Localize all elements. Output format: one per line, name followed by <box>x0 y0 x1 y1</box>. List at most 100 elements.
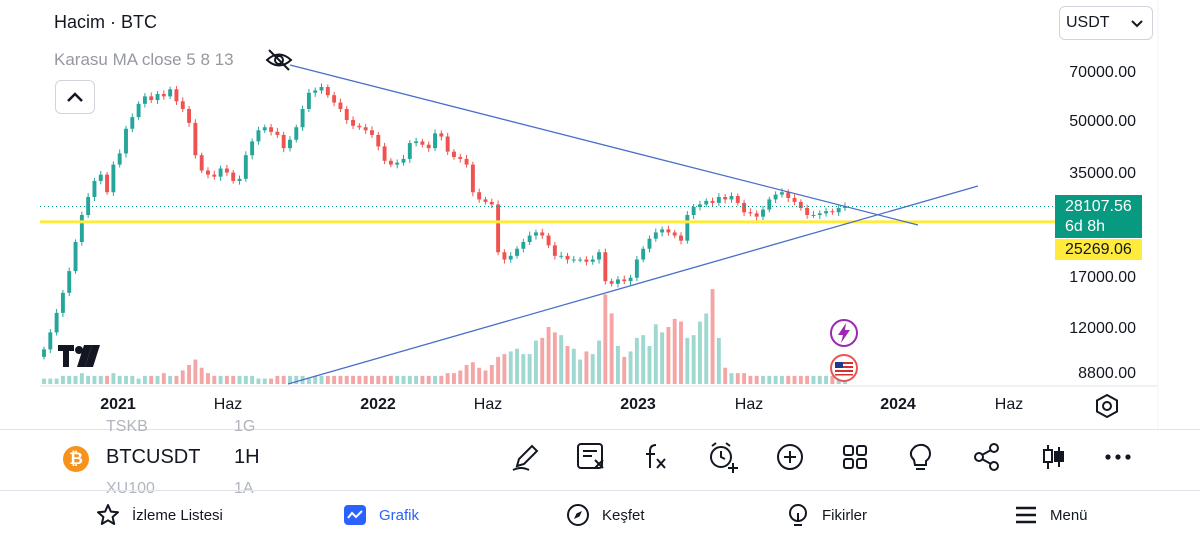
candle-body <box>237 178 242 181</box>
candle-body <box>565 255 570 260</box>
candle-body <box>149 96 154 101</box>
candle-body <box>382 146 387 161</box>
candle-body <box>653 232 658 239</box>
candle-body <box>508 255 513 260</box>
volume-bar <box>105 375 110 384</box>
candle-body <box>256 130 261 142</box>
volume-bar <box>697 321 702 384</box>
timeframe-select[interactable]: 1H <box>234 446 260 468</box>
tab-ideas-label: Fikirler <box>822 506 867 524</box>
volume-bar <box>704 313 709 384</box>
volume-bar <box>426 375 431 384</box>
layout-grid-icon[interactable] <box>838 440 872 474</box>
ideas-bulb-icon[interactable] <box>903 440 937 474</box>
bar-countdown: 6d 8h <box>1065 218 1106 235</box>
candle-body <box>168 89 173 97</box>
volume-bar <box>830 375 835 384</box>
candle-body <box>376 134 381 147</box>
candle-body <box>338 102 343 110</box>
volume-bar <box>571 348 576 384</box>
volume-bar <box>168 375 173 384</box>
candle-body <box>60 292 65 313</box>
add-alert-icon[interactable] <box>706 440 740 474</box>
candle-body <box>477 192 482 200</box>
candle-type-icon[interactable] <box>1036 440 1070 474</box>
chart-settings-hexagon-icon[interactable] <box>1094 393 1120 419</box>
legend-indicator[interactable]: Karasu MA close 5 8 13 <box>54 50 234 69</box>
candle-body <box>729 196 734 200</box>
chart-area[interactable]: Hacim · BTC Karasu MA close 5 8 13 USDT … <box>0 0 1200 430</box>
candle-body <box>742 202 747 213</box>
volume-bar <box>42 378 46 384</box>
candle-body <box>502 252 507 260</box>
tab-ideas[interactable]: Fikirler <box>786 496 867 534</box>
volume-bar <box>370 375 374 384</box>
volume-bar <box>388 375 393 384</box>
candlestick-chart[interactable] <box>0 0 1200 430</box>
hide-indicator-eye-icon[interactable] <box>264 47 294 73</box>
candle-body <box>445 136 450 152</box>
tab-menu-label: Menü <box>1050 506 1088 524</box>
volume-bar <box>767 375 772 384</box>
volume-bar <box>653 324 658 384</box>
candle-body <box>224 168 229 173</box>
last-price-value: 28107.56 <box>1065 198 1132 215</box>
candle-body <box>136 103 141 118</box>
candle-body <box>552 245 557 256</box>
volume-bar <box>597 340 601 384</box>
price-axis-label: 70000.00 <box>1069 64 1136 81</box>
currency-select-value: USDT <box>1066 14 1110 31</box>
candle-body <box>710 200 715 203</box>
candle-body <box>98 174 103 181</box>
candle-body <box>805 208 810 215</box>
volume-bar <box>79 373 84 384</box>
candle-body <box>609 281 614 284</box>
indicator-template-icon[interactable] <box>574 440 608 474</box>
volume-bar <box>243 375 248 384</box>
tab-chart[interactable]: Grafik <box>343 496 419 534</box>
timeframe-scroll-ghost: 1A <box>234 480 254 497</box>
candle-body <box>193 122 198 156</box>
volume-bar <box>729 373 734 384</box>
time-axis-label: 2021 <box>100 396 136 413</box>
currency-select[interactable]: USDT <box>1059 6 1153 40</box>
volume-bar <box>761 375 765 384</box>
collapse-legend-button[interactable] <box>55 80 95 114</box>
candle-body <box>515 248 519 256</box>
candle-body <box>773 194 778 200</box>
volume-bar <box>628 351 633 384</box>
candle-body <box>483 199 488 202</box>
volume-bar <box>723 367 728 384</box>
symbol-scroll-ghost: TSKB <box>106 418 148 435</box>
candle-body <box>73 242 78 272</box>
draw-pen-icon[interactable] <box>509 440 543 474</box>
candle-body <box>92 180 97 197</box>
volume-bar <box>786 375 791 384</box>
event-lightning-icon[interactable] <box>829 318 859 348</box>
more-icon[interactable] <box>1101 440 1135 474</box>
candle-body <box>723 196 728 200</box>
candle-body <box>452 151 456 158</box>
volume-bar <box>710 289 715 384</box>
economic-event-us-flag-icon[interactable] <box>829 353 859 383</box>
candle-body <box>420 141 425 145</box>
bitcoin-icon[interactable]: ₿ <box>63 446 89 472</box>
candle-body <box>704 200 709 205</box>
share-icon[interactable] <box>970 440 1004 474</box>
volume-bar <box>483 370 488 384</box>
tab-explore[interactable]: Keşfet <box>566 496 645 534</box>
tab-watchlist[interactable]: İzleme Listesi <box>96 496 223 534</box>
volume-bar <box>376 375 381 384</box>
candle-body <box>660 229 665 233</box>
fx-indicator-icon[interactable] <box>639 440 673 474</box>
support-level-label: 25269.06 <box>1055 239 1142 260</box>
add-icon[interactable] <box>773 440 807 474</box>
symbol-name[interactable]: BTCUSDT <box>106 446 201 468</box>
price-axis-label: 12000.00 <box>1069 319 1136 337</box>
volume-bar <box>357 375 362 384</box>
candle-body <box>426 144 431 149</box>
candle-body <box>496 204 501 253</box>
tab-menu[interactable]: Menü <box>1014 496 1088 534</box>
price-axis-label: 35000.00 <box>1069 164 1136 182</box>
volume-bar <box>590 354 595 384</box>
